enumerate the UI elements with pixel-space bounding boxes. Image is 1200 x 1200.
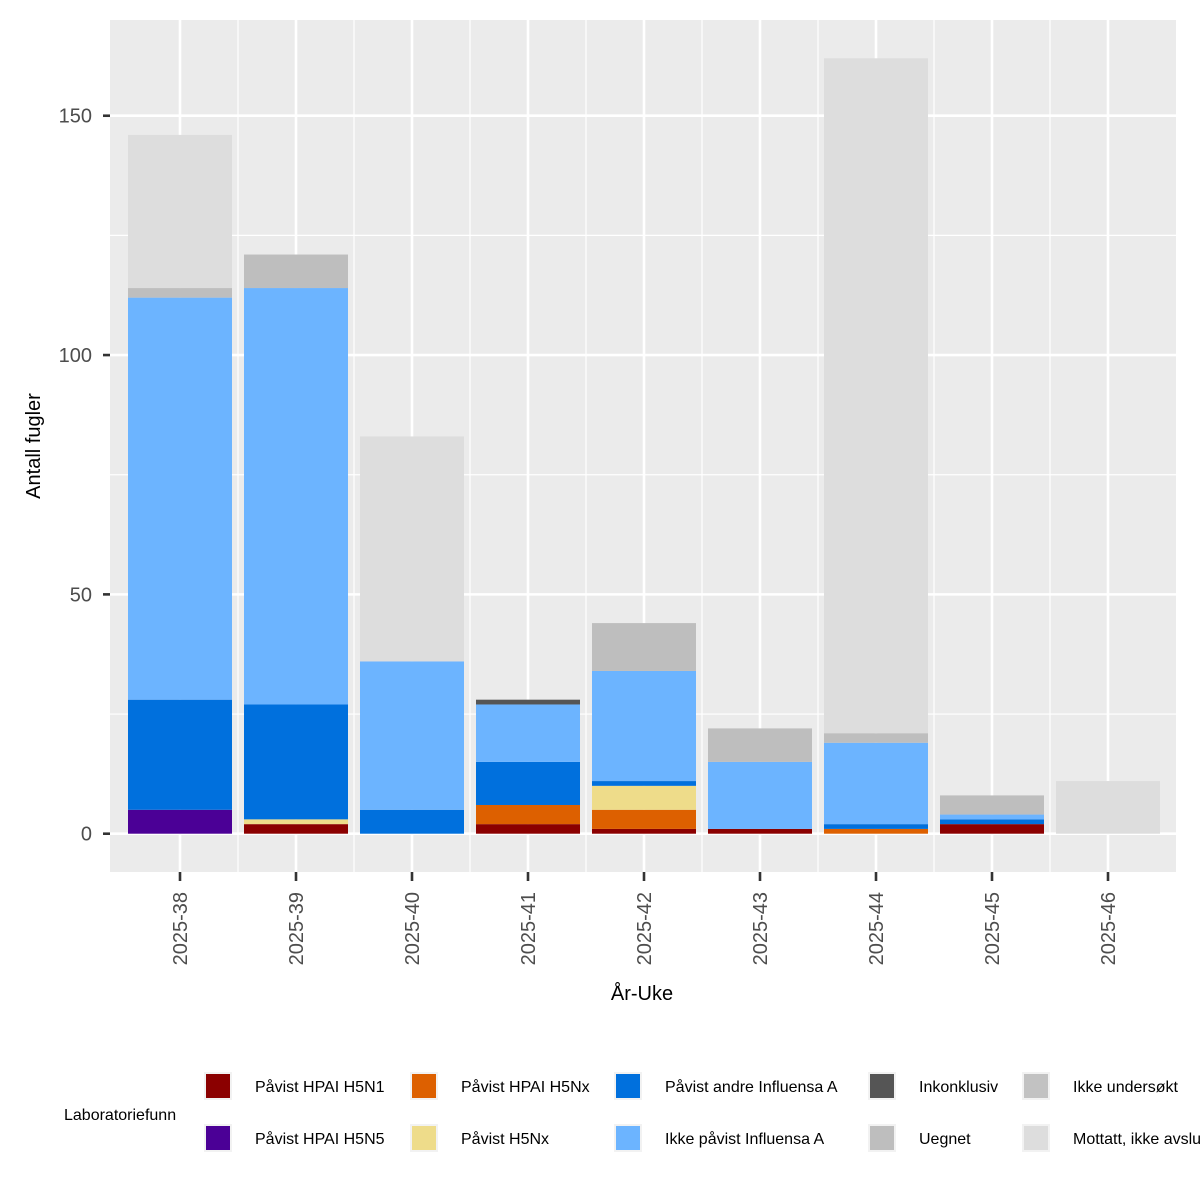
x-tick-label: 2025-44 — [866, 892, 888, 965]
bar-segment — [360, 436, 464, 662]
x-tick-label: 2025-39 — [286, 892, 308, 965]
legend-swatch — [1024, 1126, 1048, 1150]
bar-segment — [592, 670, 696, 782]
legend-label: Påvist H5Nx — [461, 1130, 549, 1148]
legend-swatch — [870, 1074, 894, 1098]
legend-title: Laboratoriefunn — [64, 1107, 176, 1124]
bar-layer — [128, 58, 1160, 834]
bar-segment — [592, 828, 696, 834]
bar-segment — [940, 814, 1044, 820]
x-tick-label: 2025-43 — [750, 892, 772, 965]
legend-label: Påvist HPAI H5N5 — [255, 1130, 385, 1148]
legend-swatch — [206, 1126, 230, 1150]
x-axis-title: År-Uke — [611, 982, 673, 1005]
bar-segment — [128, 297, 232, 700]
y-axis: 0 50 100 150 — [59, 106, 110, 846]
y-tick-label: 0 — [81, 824, 92, 846]
y-tick-label: 100 — [59, 345, 92, 367]
x-tick-label: 2025-38 — [170, 892, 192, 965]
bar-segment — [360, 661, 464, 810]
legend-label: Inkonklusiv — [919, 1079, 998, 1096]
bar-segment — [244, 704, 348, 820]
bar-segment — [244, 288, 348, 705]
bar-segment — [708, 828, 812, 834]
legend-swatch — [412, 1074, 436, 1098]
bar-segment — [476, 704, 580, 762]
bar-segment — [824, 824, 928, 829]
legend-swatch — [206, 1074, 230, 1098]
bar-segment — [244, 254, 348, 289]
bar-segment — [940, 795, 1044, 815]
x-tick-label: 2025-45 — [982, 892, 1004, 965]
bar-segment — [592, 623, 696, 671]
bar-segment — [244, 819, 348, 825]
legend-label: Ikke påvist Influensa A — [665, 1130, 825, 1148]
bar-segment — [476, 761, 580, 805]
legend-label: Mottatt, ikke avslu — [1073, 1131, 1200, 1148]
x-tick-label: 2025-46 — [1098, 892, 1120, 965]
bar-segment — [940, 824, 1044, 834]
y-tick-label: 50 — [70, 584, 92, 606]
legend-label: Uegnet — [919, 1131, 971, 1148]
x-axis: 2025-38 2025-39 2025-40 2025-41 2025-42 2025-… — [170, 872, 1120, 965]
bar-segment — [592, 809, 696, 829]
bar-segment — [360, 809, 464, 834]
y-axis-title: Antall fugler — [23, 393, 45, 499]
bar-segment — [708, 728, 812, 762]
x-tick-label: 2025-40 — [402, 892, 424, 965]
bar-segment — [128, 134, 232, 289]
bar-segment — [592, 781, 696, 786]
bar-segment — [824, 742, 928, 825]
legend-label: Påvist HPAI H5N1 — [255, 1078, 385, 1096]
legend-swatch — [870, 1126, 894, 1150]
bar-segment — [592, 785, 696, 810]
bar-segment — [824, 58, 928, 734]
x-tick-label: 2025-41 — [518, 892, 540, 965]
legend-swatch — [616, 1074, 640, 1098]
bar-segment — [128, 288, 232, 298]
legend-swatch — [412, 1126, 436, 1150]
bar-segment — [824, 733, 928, 743]
bar-segment — [476, 824, 580, 834]
x-tick-label: 2025-42 — [634, 892, 656, 965]
bar-segment — [824, 828, 928, 834]
legend: Laboratoriefunn Påvist HPAI H5N1 Påvist H… — [64, 1072, 1200, 1152]
legend-swatch — [616, 1126, 640, 1150]
bar-segment — [476, 699, 580, 705]
bar-segment — [476, 804, 580, 825]
bar-segment — [244, 824, 348, 834]
legend-label: Påvist andre Influensa A — [665, 1078, 838, 1096]
bar-segment — [940, 819, 1044, 825]
legend-swatch — [1024, 1074, 1048, 1098]
bar-segment — [128, 809, 232, 834]
bar-segment — [1056, 781, 1160, 834]
legend-label: Ikke undersøkt — [1073, 1079, 1178, 1096]
bar-segment — [128, 699, 232, 810]
y-tick-label: 150 — [59, 106, 92, 128]
bar-segment — [708, 761, 812, 829]
legend-label: Påvist HPAI H5Nx — [461, 1078, 590, 1096]
